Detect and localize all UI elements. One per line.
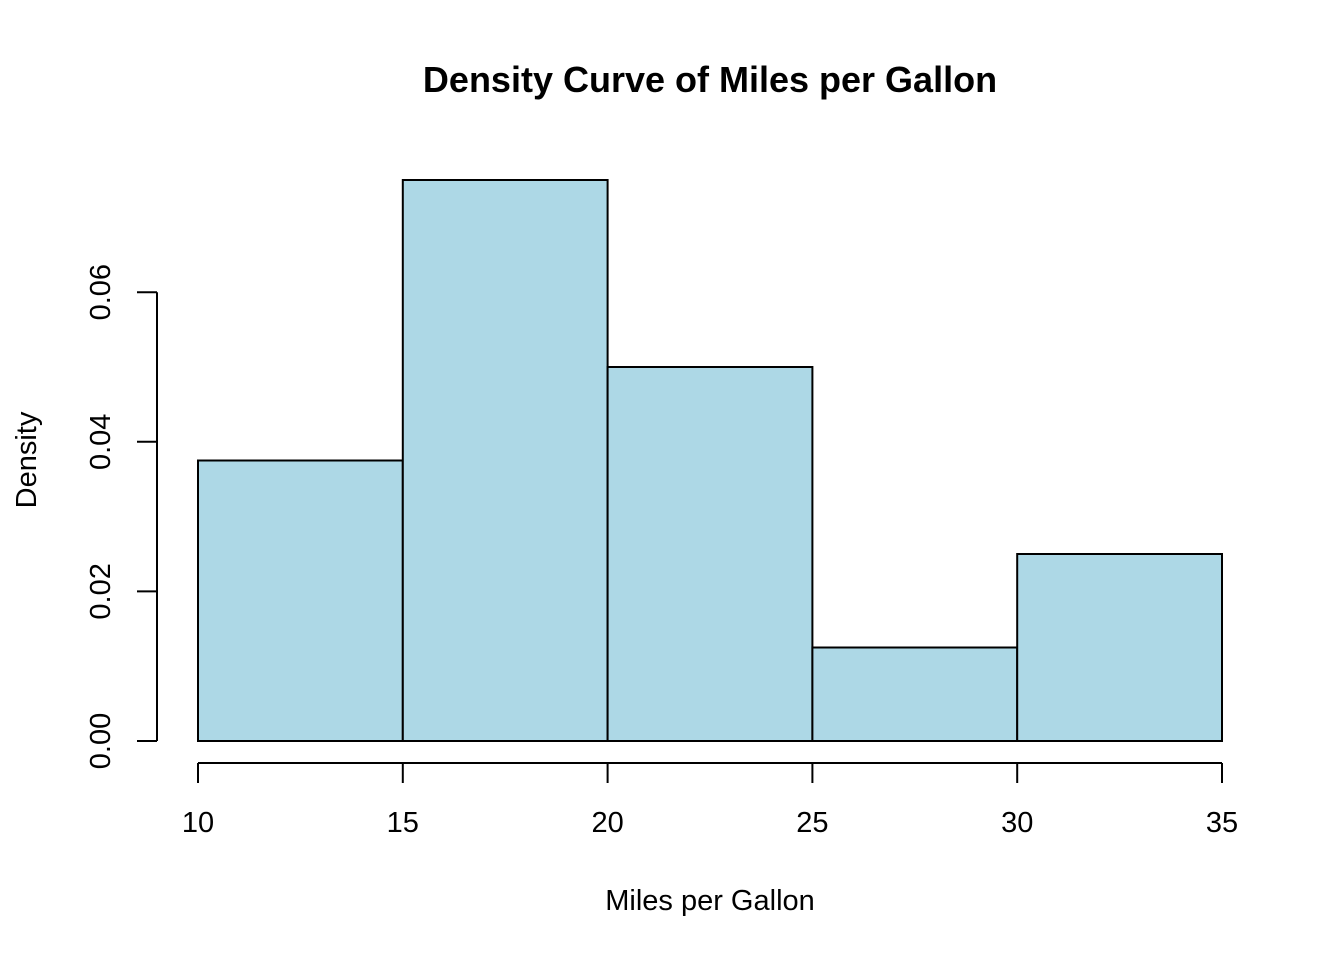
x-axis-label: Miles per Gallon bbox=[605, 885, 815, 917]
y-axis-label: Density bbox=[11, 411, 43, 508]
chart-title: Density Curve of Miles per Gallon bbox=[423, 59, 997, 100]
bars-group bbox=[197, 179, 1224, 742]
y-tick-label: 0.06 bbox=[85, 264, 117, 320]
x-tick-label: 30 bbox=[1001, 807, 1033, 839]
x-tick-label: 10 bbox=[182, 807, 214, 839]
histogram-bar bbox=[811, 646, 1019, 742]
x-axis: 10 15 20 25 30 35 bbox=[182, 762, 1238, 839]
x-tick-label: 35 bbox=[1206, 807, 1238, 839]
histogram-bar bbox=[1016, 553, 1224, 742]
histogram-bar bbox=[401, 179, 609, 742]
histogram-bar bbox=[197, 459, 404, 742]
x-tick-label: 20 bbox=[591, 807, 623, 839]
y-tick-label: 0.02 bbox=[85, 563, 117, 619]
x-tick-label: 15 bbox=[387, 807, 419, 839]
y-axis: 0.00 0.02 0.04 0.06 bbox=[85, 264, 158, 769]
y-tick-label: 0.04 bbox=[85, 414, 117, 470]
x-tick-label: 25 bbox=[796, 807, 828, 839]
y-tick-label: 0.00 bbox=[85, 713, 117, 769]
histogram-bar bbox=[606, 366, 814, 742]
